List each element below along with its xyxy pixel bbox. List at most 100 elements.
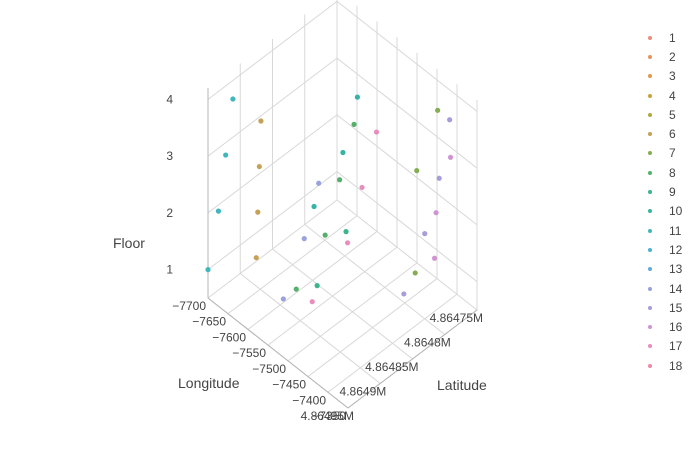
data-point[interactable] — [205, 267, 211, 273]
z-tick-label: 3 — [166, 149, 173, 163]
legend-label: 4 — [669, 88, 676, 103]
data-point[interactable] — [354, 94, 360, 100]
legend-item[interactable]: 6 — [640, 124, 698, 143]
data-point[interactable] — [316, 180, 322, 186]
side-wall-grid-line — [207, 171, 338, 271]
back-wall-grid-line — [336, 57, 478, 169]
data-point[interactable] — [301, 236, 307, 242]
legend: 1 2 3 4 5 6 7 8 9 10 11 12 13 14 15 16 17 18 — [640, 28, 698, 375]
y-tick-label: 4.8649M — [340, 385, 387, 399]
legend-marker-icon — [648, 247, 652, 252]
data-point[interactable] — [253, 255, 259, 261]
legend-item[interactable]: 5 — [640, 105, 698, 124]
data-point[interactable] — [343, 229, 349, 235]
data-point[interactable] — [433, 210, 439, 216]
side-wall-grid-line — [207, 57, 338, 157]
legend-marker-icon — [648, 325, 652, 330]
x-tick-label: −7350 — [312, 409, 346, 423]
data-point[interactable] — [436, 175, 442, 181]
data-point[interactable] — [351, 121, 357, 127]
legend-marker-icon — [648, 305, 652, 310]
legend-item[interactable]: 2 — [640, 47, 698, 66]
legend-label: 3 — [669, 69, 676, 84]
data-point[interactable] — [414, 168, 420, 174]
legend-item[interactable]: 17 — [640, 337, 698, 356]
y-tick-label: 4.86475M — [430, 311, 483, 325]
data-point[interactable] — [223, 152, 229, 158]
legend-label: 8 — [669, 165, 676, 180]
data-point[interactable] — [293, 286, 299, 292]
legend-marker-icon — [648, 344, 652, 349]
back-wall-grid-line — [336, 171, 478, 283]
legend-item[interactable]: 3 — [640, 67, 698, 86]
legend-item[interactable]: 11 — [640, 221, 698, 240]
data-points — [205, 94, 454, 305]
back-wall-grid-line — [336, 114, 478, 226]
data-point[interactable] — [340, 149, 346, 156]
legend-item[interactable]: 14 — [640, 279, 698, 298]
data-point[interactable] — [447, 117, 453, 123]
data-point[interactable] — [345, 240, 351, 246]
legend-label: 17 — [669, 339, 683, 354]
data-point[interactable] — [255, 209, 261, 215]
legend-item[interactable]: 13 — [640, 260, 698, 279]
legend-label: 13 — [669, 262, 683, 277]
x-tick-label: −7450 — [272, 378, 306, 392]
legend-marker-icon — [648, 112, 652, 117]
legend-marker-icon — [648, 190, 652, 195]
data-point[interactable] — [337, 177, 343, 183]
axis-lines — [207, 88, 478, 409]
legend-label: 7 — [669, 146, 676, 161]
legend-marker-icon — [648, 93, 652, 98]
data-point[interactable] — [230, 96, 236, 102]
legend-marker-icon — [648, 286, 652, 291]
data-point[interactable] — [322, 232, 328, 238]
legend-marker-icon — [648, 228, 652, 233]
legend-item[interactable]: 7 — [640, 144, 698, 163]
legend-item[interactable]: 16 — [640, 317, 698, 336]
legend-item[interactable]: 8 — [640, 163, 698, 182]
data-point[interactable] — [401, 291, 407, 297]
data-point[interactable] — [256, 163, 262, 170]
legend-item[interactable]: 10 — [640, 202, 698, 221]
data-point[interactable] — [435, 107, 441, 113]
legend-label: 1 — [669, 30, 676, 45]
legend-item[interactable]: 9 — [640, 182, 698, 201]
y-axis-title: Latitude — [437, 377, 487, 393]
x-tick-label: −7400 — [292, 393, 326, 407]
z-tick-label: 1 — [166, 263, 173, 277]
x-tick-label: −7700 — [172, 299, 206, 313]
data-point[interactable] — [412, 270, 418, 276]
data-point[interactable] — [314, 283, 320, 289]
legend-marker-icon — [648, 132, 652, 137]
legend-marker-icon — [648, 267, 652, 272]
y-tick-label: 4.86485M — [365, 360, 418, 374]
data-point[interactable] — [280, 296, 286, 302]
longitude-axis-line — [207, 297, 349, 409]
x-tick-label: −7500 — [252, 362, 286, 376]
legend-item[interactable]: 1 — [640, 28, 698, 47]
latitude-axis-line — [347, 309, 478, 409]
data-point[interactable] — [309, 299, 315, 305]
legend-marker-icon — [648, 74, 652, 79]
legend-label: 2 — [669, 49, 676, 64]
legend-item[interactable]: 18 — [640, 356, 698, 375]
floor-grid-line — [304, 224, 446, 335]
legend-label: 18 — [669, 358, 683, 373]
floor-grid-line — [336, 199, 478, 311]
x-axis-title: Longitude — [178, 375, 240, 391]
data-point[interactable] — [447, 154, 454, 160]
legend-item[interactable]: 12 — [640, 240, 698, 259]
floor-ticks: 1 2 3 4 — [166, 92, 173, 276]
data-point[interactable] — [215, 208, 222, 214]
data-point[interactable] — [373, 129, 380, 135]
legend-item[interactable]: 15 — [640, 298, 698, 317]
data-point[interactable] — [258, 118, 264, 124]
data-point[interactable] — [359, 184, 365, 191]
legend-item[interactable]: 4 — [640, 86, 698, 105]
legend-label: 9 — [669, 185, 676, 200]
data-point[interactable] — [431, 255, 438, 261]
data-point[interactable] — [422, 231, 428, 237]
data-point[interactable] — [311, 203, 317, 210]
